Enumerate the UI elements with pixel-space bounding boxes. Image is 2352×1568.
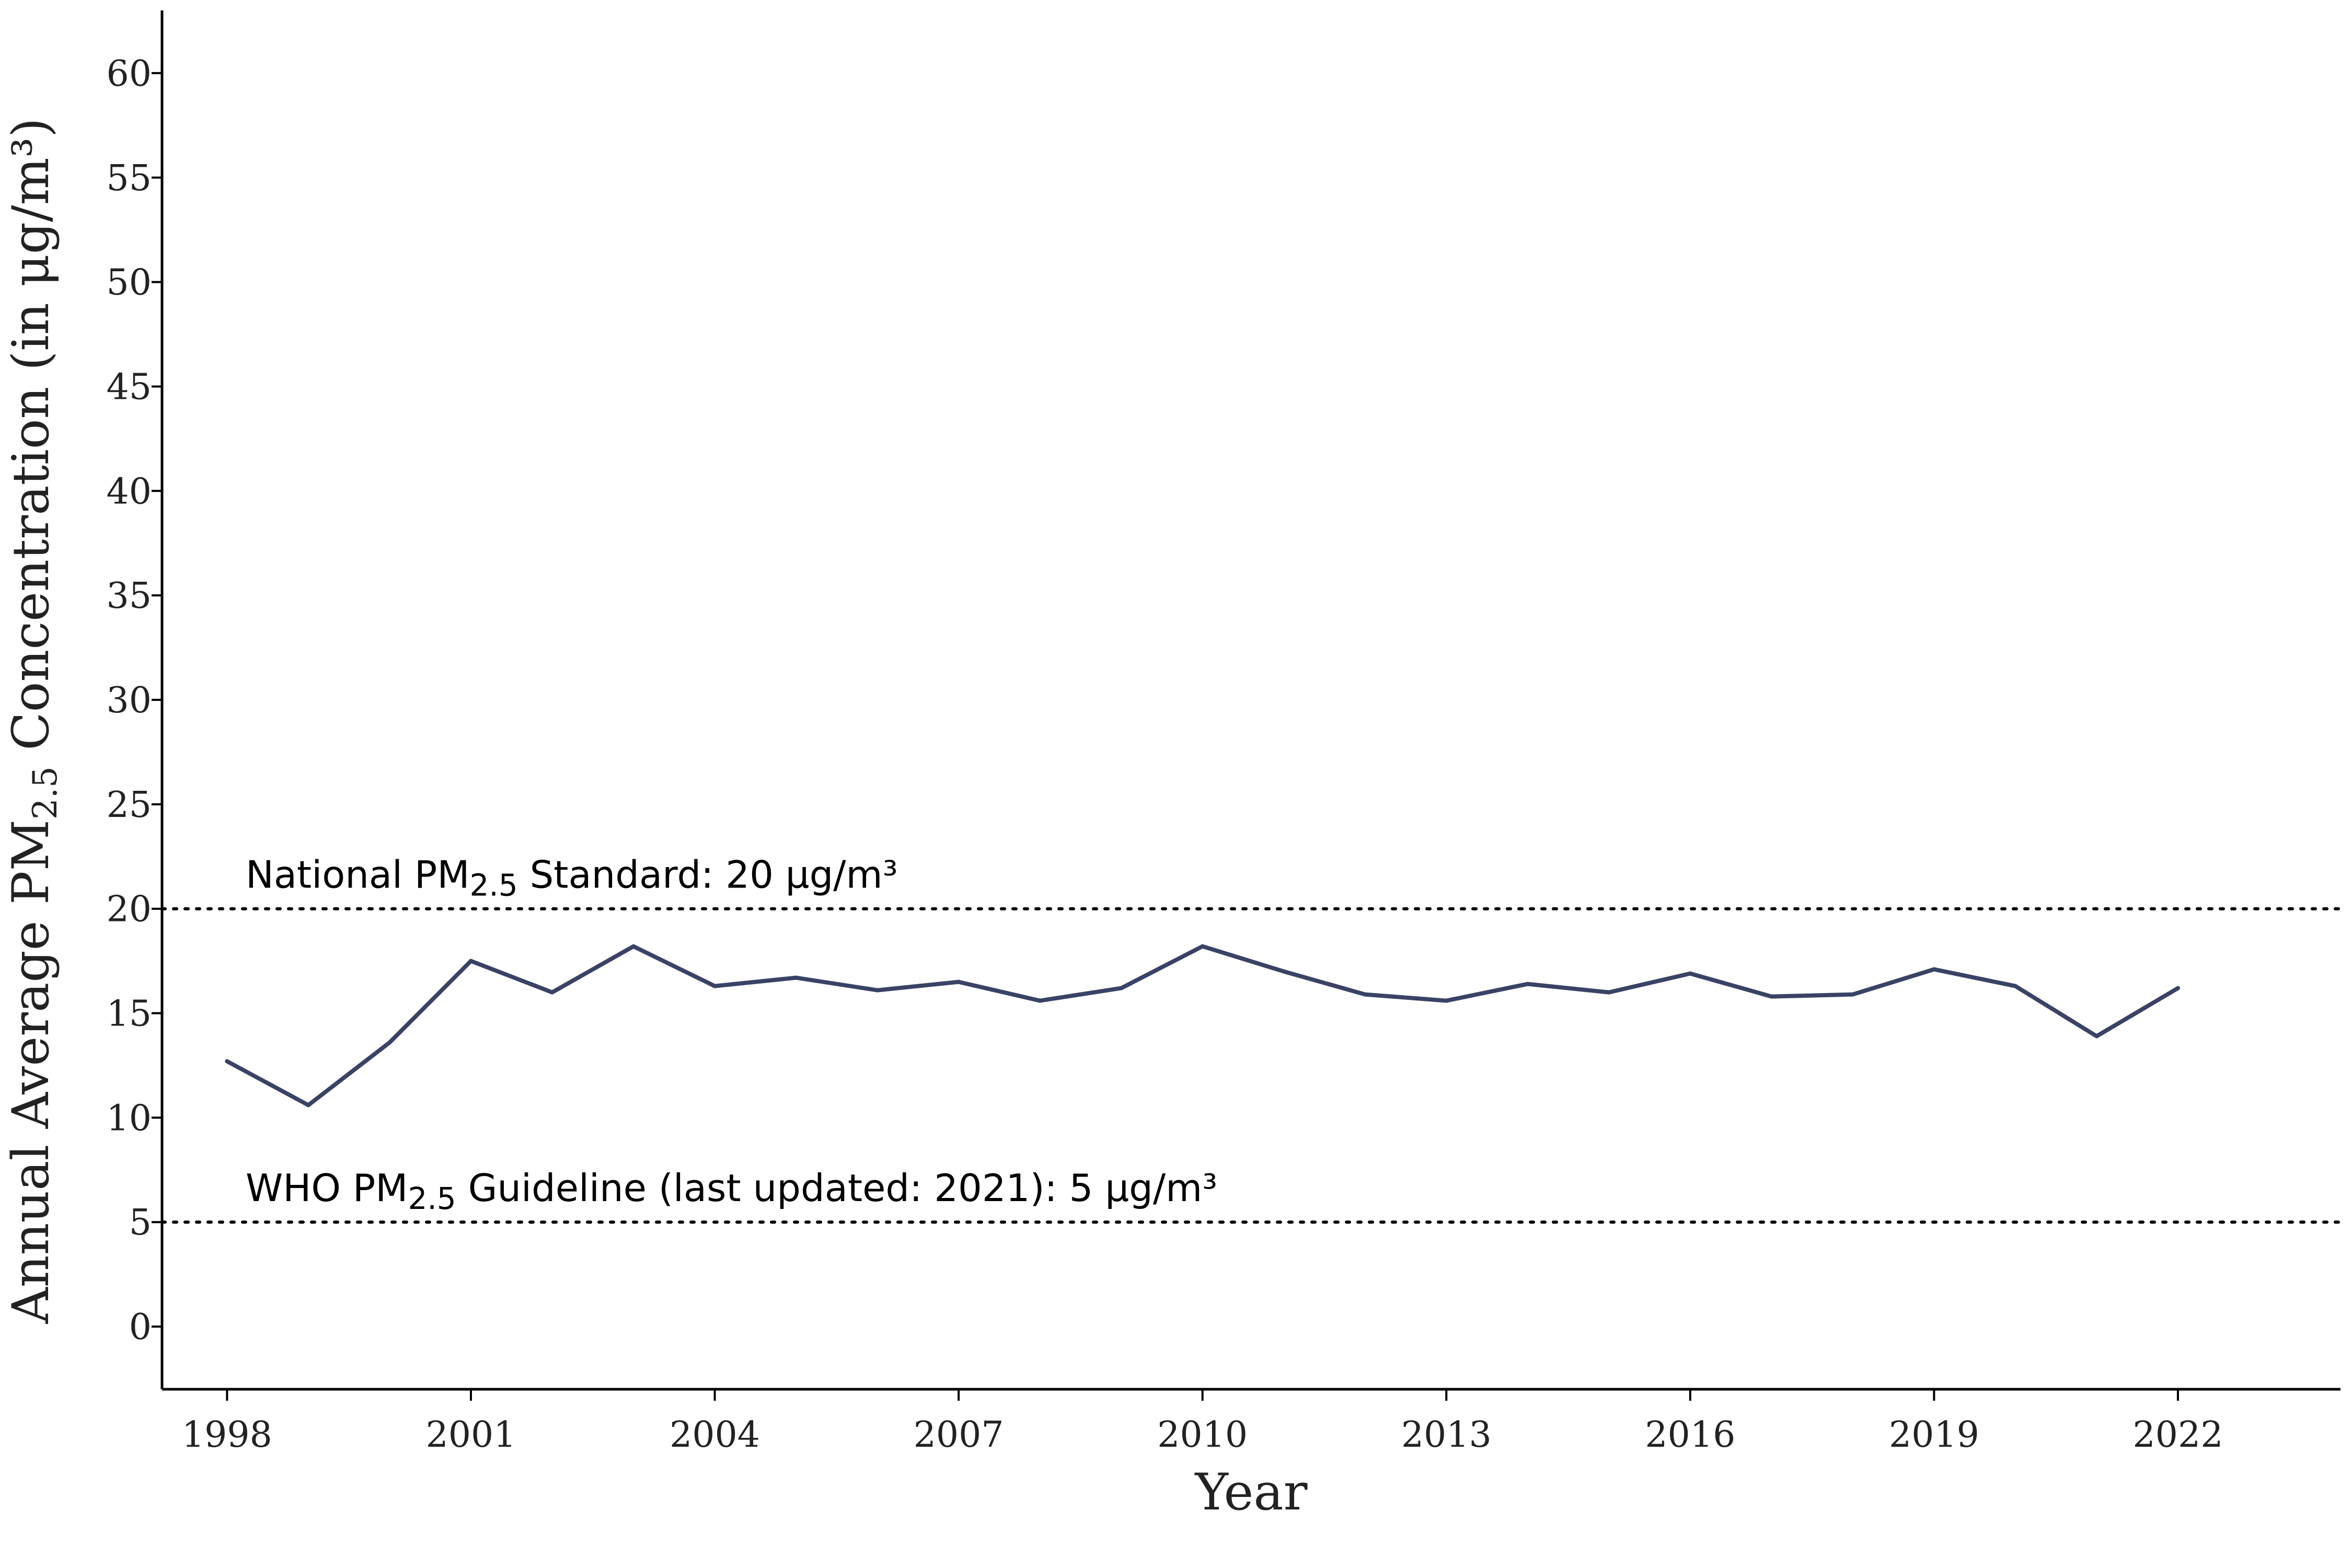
reference-label-main: National PM — [246, 853, 469, 897]
y-axis-ticks: 0 5 10 15 20 25 30 35 40 45 50 55 60 — [106, 53, 162, 1348]
data-point — [631, 944, 636, 949]
y-axis-title: Annual Average PM2.5 Concentration (in μ… — [2, 118, 65, 1324]
y-tick-label: 45 — [106, 366, 152, 408]
x-tick-label: 2016 — [1645, 1414, 1735, 1456]
reference-line-label: WHO PM2.5 Guideline (last updated: 2021)… — [246, 1166, 1217, 1216]
y-tick-label: 5 — [129, 1202, 152, 1243]
x-tick-label: 2022 — [2132, 1414, 2223, 1456]
x-tick-label: 1998 — [182, 1414, 272, 1456]
y-tick-label: 0 — [129, 1307, 152, 1348]
reference-line-label: National PM2.5 Standard: 20 μg/m³ — [246, 853, 898, 903]
x-tick-label: 2001 — [425, 1414, 516, 1456]
x-tick-label: 2010 — [1157, 1414, 1248, 1456]
y-tick-label: 15 — [106, 994, 152, 1035]
y-tick-label: 50 — [106, 262, 152, 304]
data-point — [1444, 998, 1449, 1003]
data-point — [1850, 992, 1855, 997]
y-tick-label: 20 — [106, 889, 152, 930]
data-point — [1363, 992, 1367, 997]
data-point — [1769, 994, 1774, 999]
data-point — [1037, 998, 1042, 1003]
data-point — [225, 1059, 229, 1064]
series-layer — [225, 944, 2180, 1108]
data-point — [550, 990, 555, 995]
data-point — [2013, 984, 2017, 988]
data-point — [712, 984, 717, 988]
y-tick-label: 10 — [106, 1098, 152, 1139]
y-axis-title-subscript: 2.5 — [26, 766, 65, 820]
y-tick-label: 40 — [106, 471, 152, 512]
y-tick-label: 35 — [106, 575, 152, 617]
data-point — [1525, 982, 1530, 986]
data-point — [306, 1103, 310, 1108]
y-axis-title-main: Annual Average PM — [2, 820, 60, 1324]
data-point — [1607, 990, 1611, 995]
x-tick-label: 2013 — [1401, 1414, 1492, 1456]
y-axis-title-rest: Concentration (in μg/m³) — [2, 118, 60, 766]
data-point — [468, 959, 473, 963]
reference-label-subscript: 2.5 — [469, 867, 517, 903]
data-point — [1200, 944, 1205, 949]
x-axis-title: Year — [1194, 1463, 1308, 1521]
y-tick-label: 60 — [106, 53, 152, 95]
series-line — [225, 944, 2180, 1108]
reference-label-main: WHO PM — [246, 1166, 408, 1210]
reference-label-subscript: 2.5 — [408, 1181, 456, 1216]
data-point — [1688, 971, 1692, 976]
x-tick-label: 2007 — [914, 1414, 1004, 1456]
data-point — [1282, 969, 1286, 974]
y-tick-label: 30 — [106, 680, 152, 721]
data-point — [1932, 967, 1936, 972]
x-tick-label: 2004 — [670, 1414, 760, 1456]
data-point — [2094, 1034, 2099, 1039]
x-axis-ticks: 1998 2001 2004 2007 2010 2013 2016 2019 2022 — [182, 1389, 2223, 1456]
data-point — [387, 1040, 392, 1045]
x-tick-label: 2019 — [1889, 1414, 1979, 1456]
data-point — [794, 975, 799, 980]
data-point — [875, 988, 880, 993]
y-tick-label: 55 — [106, 158, 152, 199]
y-tick-label: 25 — [106, 785, 152, 826]
reference-label-rest: Standard: 20 μg/m³ — [518, 853, 898, 897]
data-point — [956, 979, 961, 984]
reference-label-rest: Guideline (last updated: 2021): 5 μg/m³ — [456, 1166, 1217, 1210]
data-point — [1119, 986, 1124, 990]
data-point — [2175, 986, 2180, 990]
